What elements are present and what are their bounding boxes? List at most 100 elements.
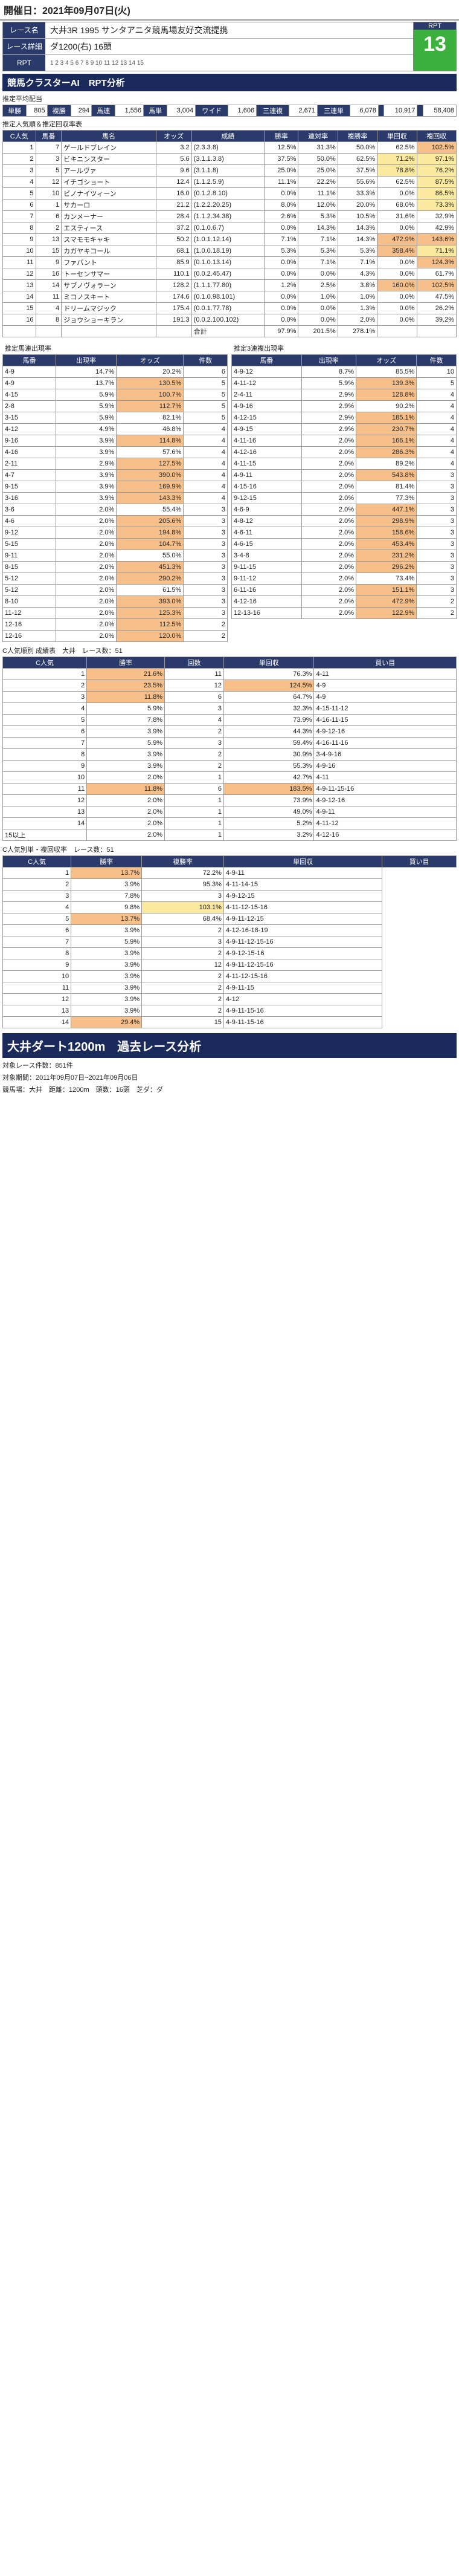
table-cell: 290.2% (116, 573, 184, 585)
table-cell: 10 (35, 187, 62, 200)
table-row: 6 3.9% 2 4-12-16-18-19 (2, 924, 457, 936)
table-cell: 6 (183, 366, 228, 378)
table-cell: 4-9 (313, 691, 457, 703)
table-cell: 4-12-16-18-19 (223, 924, 383, 936)
pred-cell (377, 105, 385, 117)
table-row: 4-12 4.9% 46.8% 4 (2, 423, 228, 435)
table-cell: 4-9-12-15-16 (223, 947, 383, 959)
table-cell: 5.3% (298, 210, 338, 222)
table-cell: 12-13-16 (231, 607, 302, 619)
table-cell: 194.8% (116, 527, 184, 539)
table-cell: 13.7% (71, 867, 143, 879)
table-cell: 32.3% (223, 702, 315, 715)
table-cell: 5.3% (298, 245, 338, 257)
table-cell: 451.3% (116, 561, 184, 573)
table-cell: 543.8% (356, 469, 417, 481)
table-cell: 122.9% (356, 607, 417, 619)
table-row: 4-6-11 2.0% 158.6% 3 (231, 527, 457, 539)
table-cell: 5.9% (56, 389, 117, 401)
pred-cell: 三連複 (256, 105, 290, 117)
table-cell: 4-9-16 (313, 760, 457, 772)
table-cell: 2 (416, 595, 457, 608)
past-title: 大井ダート1200m 過去レース分析 (2, 1033, 457, 1058)
table-row: 5 10 ビノナイツィーン 16.0 (0.1.2.8.10) 0.0% 11.1% 33.3… (2, 187, 457, 200)
table-cell: 3 (416, 573, 457, 585)
race-name: 大井3R 1995 サンタアニタ競馬場友好交流提携 (50, 25, 228, 35)
table-cell: 4 (2, 901, 72, 913)
mini-title: C人気別単・複回収率 レース数：51 (2, 846, 114, 854)
table-cell: 9.6 (155, 164, 192, 177)
umaren-table: 馬番 出現率 オッズ 件数 4-9 14.7% 20.2% 6 4-9 13.7% 130.5% 5 4… (2, 354, 228, 642)
table-cell: 5 (2, 187, 36, 200)
table-cell: 76.3% (223, 668, 315, 680)
table-cell: 12-16 (2, 630, 57, 642)
table-cell: 9-11 (2, 550, 57, 562)
table-cell: 5.9% (71, 936, 143, 948)
pred-label: 推定平均配当 (2, 96, 42, 103)
table-cell: 4-7 (2, 469, 57, 481)
table-cell: 5.3% (264, 245, 299, 257)
table-cell: 9 (2, 760, 88, 772)
table-cell: 2.0% (301, 469, 357, 481)
table-row: 9 3.9% 2 55.3% 4-9-16 (2, 760, 457, 772)
table-cell: 4 (35, 302, 62, 314)
table-cell: 2.0% (56, 607, 117, 619)
table-cell: 15以上 (2, 829, 88, 841)
table-cell: 12.0% (298, 199, 338, 211)
table-cell: 3.8% (337, 279, 378, 291)
table-cell: 4-16-11-15 (313, 714, 457, 726)
table-cell: 2.0% (86, 829, 165, 841)
table-cell: 5 (2, 913, 72, 925)
table-cell: 16 (35, 268, 62, 280)
table-row: 7 5.9% 3 4-9-11-12-15-16 (2, 936, 457, 948)
table-row: 10 15 カガヤキコール 68.1 (1.0.0.18.19) 5.3% 5.3% 5.3%… (2, 245, 457, 257)
table-cell: 8 (2, 222, 36, 234)
table-cell: 6 (2, 725, 88, 738)
table-cell: 85.5% (356, 366, 417, 378)
pred-cell: 複勝 (47, 105, 71, 117)
table-cell: 358.4% (377, 245, 417, 257)
table-cell: 3 (183, 561, 228, 573)
table-cell: 73.4% (356, 573, 417, 585)
table-cell: 6 (164, 691, 224, 703)
table-cell: 0.0% (264, 302, 299, 314)
table-row: 2-8 5.9% 112.7% 5 (2, 400, 228, 412)
table-cell: 472.9% (356, 595, 417, 608)
table-cell: 2.0% (301, 561, 357, 573)
table-row: 9-11 2.0% 55.0% 3 (2, 550, 228, 562)
table-cell: 5 (416, 377, 457, 389)
table-cell: 31.6% (377, 210, 417, 222)
table-cell: 12 (2, 268, 36, 280)
table-row: 11 9 ファバント 85.9 (0.1.0.13.14) 0.0% 7.1% 7.1% 0.0… (2, 256, 457, 268)
table-cell: 25.0% (298, 164, 338, 177)
table-cell: 0.0% (298, 268, 338, 280)
table-cell: 103.1% (141, 901, 224, 913)
table-cell: 4-9-16 (231, 400, 302, 412)
table-cell: 3-15 (2, 412, 57, 424)
table-cell: 44.3% (223, 725, 315, 738)
table-cell: 5 (35, 164, 62, 177)
table-row: 4-15 5.9% 100.7% 5 (2, 389, 228, 401)
table-cell: (0.1.0.13.14) (191, 256, 265, 268)
table-cell: 2.0% (56, 584, 117, 596)
column-header: 単回収 (223, 657, 315, 669)
table-row: 16 8 ジョウショーキラン 191.3 (0.0.2.100.102) 0.0% 0.0%… (2, 314, 457, 326)
table-cell: 11.8% (86, 691, 165, 703)
table-row: 8 2 エスティース 37.2 (0.1.0.6.7) 0.0% 14.3% 14.3% 0.0… (2, 222, 457, 234)
table-cell: 28.4 (155, 210, 192, 222)
pred-cell: 1,606 (228, 105, 257, 117)
table-row: 4-11-16 2.0% 166.1% 4 (231, 435, 457, 447)
table-cell: 32.9% (416, 210, 457, 222)
table-cell: 4-9-11-15 (223, 982, 383, 994)
table-cell: 3 (183, 607, 228, 619)
cluster-title: 競馬クラスターAI RPT分析 (2, 74, 457, 91)
table-cell: 10.5% (337, 210, 378, 222)
table-cell: 112.7% (116, 400, 184, 412)
table-cell: 4 (416, 446, 457, 458)
table-cell: 73.3% (416, 199, 457, 211)
table-cell: 78.8% (377, 164, 417, 177)
table-cell: 5.3% (337, 245, 378, 257)
table-cell: 10 (416, 366, 457, 378)
table-cell: 11 (2, 256, 36, 268)
table-cell: 3-6 (2, 504, 57, 516)
